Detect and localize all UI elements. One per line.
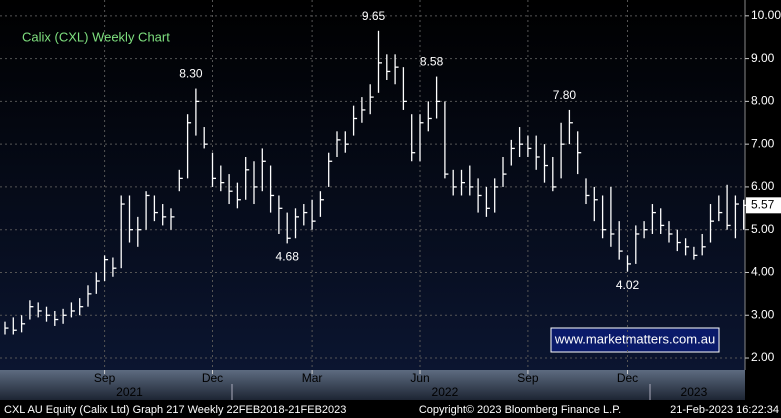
high-label: 8.58 (420, 55, 444, 69)
watermark: www.marketmatters.com.au (554, 331, 715, 346)
last-price-box (746, 197, 781, 214)
y-tick-label: 3.00 (751, 307, 775, 321)
watermark-box (550, 327, 720, 353)
y-tick-label: 6.00 (751, 179, 775, 193)
y-tick-label: 5.00 (751, 222, 775, 236)
x-tick-label: Sep (94, 371, 116, 385)
x-tick-label: Dec (202, 371, 223, 385)
footer-right: 21-Feb-2023 16:22:34 (670, 404, 779, 416)
high-label: 8.30 (179, 67, 203, 81)
y-tick-label: 10.00 (751, 8, 781, 22)
high-label: 7.80 (553, 88, 577, 102)
footer-left: CXL AU Equity (Calix Ltd) Graph 217 Week… (4, 404, 346, 416)
x-tick-label: Mar (302, 371, 323, 385)
x-year-label: 2021 (116, 385, 143, 399)
x-year-label: 2023 (681, 385, 708, 399)
y-tick-label: 9.00 (751, 51, 775, 65)
x-year-label: 2022 (432, 385, 459, 399)
y-tick-label: 7.00 (751, 136, 775, 150)
x-tick-label: Sep (517, 371, 539, 385)
x-axis-background (0, 370, 745, 400)
x-tick-label: Jun (410, 371, 429, 385)
low-label: 4.02 (616, 278, 640, 292)
y-tick-label: 8.00 (751, 94, 775, 108)
low-label: 4.68 (276, 250, 300, 264)
y-tick-label: 2.00 (751, 350, 775, 364)
footer-center: Copyright© 2023 Bloomberg Finance L.P. (419, 404, 621, 416)
high-label: 9.65 (362, 9, 386, 23)
x-tick-label: Dec (617, 371, 638, 385)
chart-title: Calix (CXL) Weekly Chart (22, 29, 170, 44)
plot-background (0, 0, 745, 370)
y-tick-label: 4.00 (751, 265, 775, 279)
last-price-label: 5.57 (751, 197, 775, 211)
